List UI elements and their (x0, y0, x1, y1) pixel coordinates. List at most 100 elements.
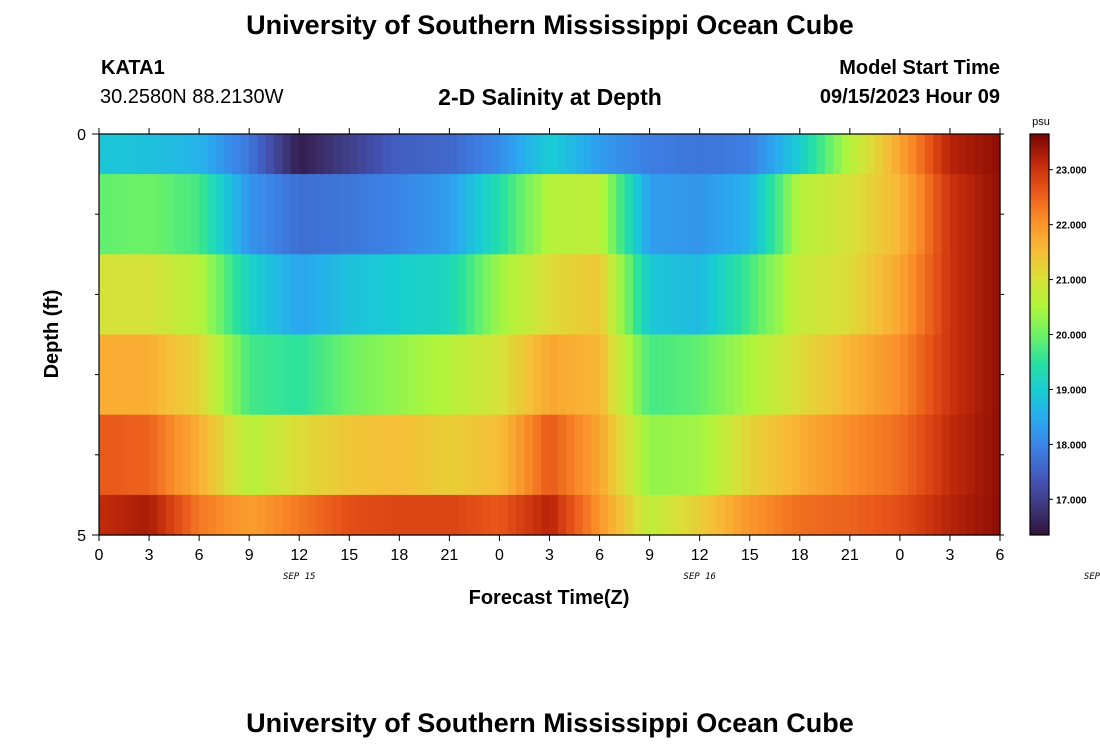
heatmap-cell (449, 254, 459, 336)
heatmap-cell (416, 254, 425, 336)
heatmap-cell (482, 254, 492, 336)
heatmap-cell (307, 254, 317, 336)
x-tick-label: 21 (440, 547, 458, 564)
heatmap-cell (783, 414, 793, 496)
heatmap-cell (808, 134, 818, 175)
heatmap-cell (983, 494, 993, 536)
heatmap-cell (549, 174, 559, 255)
heatmap-cell (916, 134, 926, 175)
heatmap-cell (891, 334, 901, 416)
heatmap-cell (374, 174, 384, 255)
heatmap-cell (799, 134, 809, 175)
heatmap-cell (332, 334, 342, 416)
heatmap-cell (557, 174, 567, 255)
colorbar-tick-label: 20.000 (1056, 331, 1087, 342)
heatmap-cell (132, 254, 142, 336)
heatmap-cell (474, 174, 484, 255)
heatmap-cell (974, 494, 984, 536)
heatmap-cell (340, 174, 350, 255)
heatmap-cell (849, 254, 859, 336)
heatmap-cell (566, 254, 576, 336)
heatmap-cell (240, 174, 250, 255)
heatmap-cell (916, 174, 926, 255)
heatmap-cell (491, 134, 501, 175)
heatmap-cell (365, 334, 375, 416)
heatmap-cell (624, 134, 634, 175)
station-id: KATA1 (101, 57, 165, 79)
heatmap-cell (657, 254, 667, 336)
heatmap-cell (432, 494, 442, 536)
heatmap-cell (824, 494, 834, 536)
heatmap-cell (816, 494, 826, 536)
heatmap-cell (182, 334, 192, 416)
heatmap-cell (165, 334, 175, 416)
heatmap-cell (257, 174, 267, 255)
heatmap-cell (424, 494, 434, 536)
heatmap-cell (390, 334, 400, 416)
heatmap-cell (532, 494, 542, 536)
heatmap-cell (766, 494, 776, 536)
heatmap-cell (365, 134, 375, 175)
heatmap-cell (282, 414, 292, 496)
heatmap-cell (274, 254, 284, 336)
heatmap-cell (574, 494, 584, 536)
heatmap-cell (399, 494, 409, 536)
x-tick-label: 3 (945, 547, 954, 564)
heatmap-cell (624, 254, 634, 336)
heatmap-cell (708, 414, 717, 496)
heatmap-cell (833, 334, 843, 416)
heatmap-cell (107, 334, 117, 416)
heatmap-cell (282, 254, 292, 336)
heatmap-cell (149, 494, 158, 536)
heatmap-cell (916, 494, 926, 536)
heatmap-cell (174, 334, 184, 416)
heatmap-cell (457, 494, 467, 536)
heatmap-cell (524, 494, 534, 536)
heatmap-cell (140, 254, 150, 336)
heatmap-cell (491, 334, 501, 416)
heatmap-cell (607, 174, 617, 255)
heatmap-cell (733, 334, 742, 416)
heatmap-cell (557, 414, 567, 496)
heatmap-cell (966, 334, 976, 416)
x-axis: 0 3 6 9 12 15 18 21 0 3 6 9 12 15 18 21 0 3 6 SEP 15 SEP 16 S… (95, 128, 1100, 582)
heatmap-cell (983, 134, 993, 175)
heatmap-cell (799, 414, 809, 496)
heatmap-cell (207, 254, 217, 336)
heatmap-cell (115, 334, 125, 416)
heatmap-cell (349, 494, 359, 536)
heatmap-cell (299, 494, 309, 536)
heatmap-cell (632, 254, 642, 336)
heatmap-cell (449, 334, 459, 416)
heatmap-cell (874, 494, 884, 536)
heatmap-cell (791, 494, 801, 536)
heatmap-cell (115, 254, 125, 336)
heatmap-cell (507, 334, 517, 416)
x-tick-label: 15 (741, 547, 759, 564)
heatmap-cell (824, 414, 834, 496)
heatmap-cell (290, 414, 300, 496)
heatmap-cell (833, 134, 843, 175)
heatmap-cell (708, 134, 717, 175)
heatmap-cell (716, 494, 726, 536)
model-start-label: Model Start Time (839, 57, 1000, 79)
heatmap-cell (649, 414, 659, 496)
heatmap-cell (883, 494, 893, 536)
heatmap-cell (991, 134, 1001, 175)
heatmap-cell (841, 334, 851, 416)
heatmap-cell (449, 494, 459, 536)
heatmap-cell (324, 494, 334, 536)
heatmap-cell (808, 334, 818, 416)
heatmap-cell (541, 414, 551, 496)
heatmap-cell (582, 494, 592, 536)
heatmap-cell (541, 254, 551, 336)
heatmap-cell (349, 334, 359, 416)
heatmap-cell (641, 414, 651, 496)
heatmap-cell (407, 254, 417, 336)
heatmap-cell (557, 254, 567, 336)
heatmap-cell (257, 254, 267, 336)
heatmap-cell (174, 254, 184, 336)
heatmap-cell (724, 494, 734, 536)
heatmap-cell (858, 134, 868, 175)
heatmap-cell (124, 414, 133, 496)
